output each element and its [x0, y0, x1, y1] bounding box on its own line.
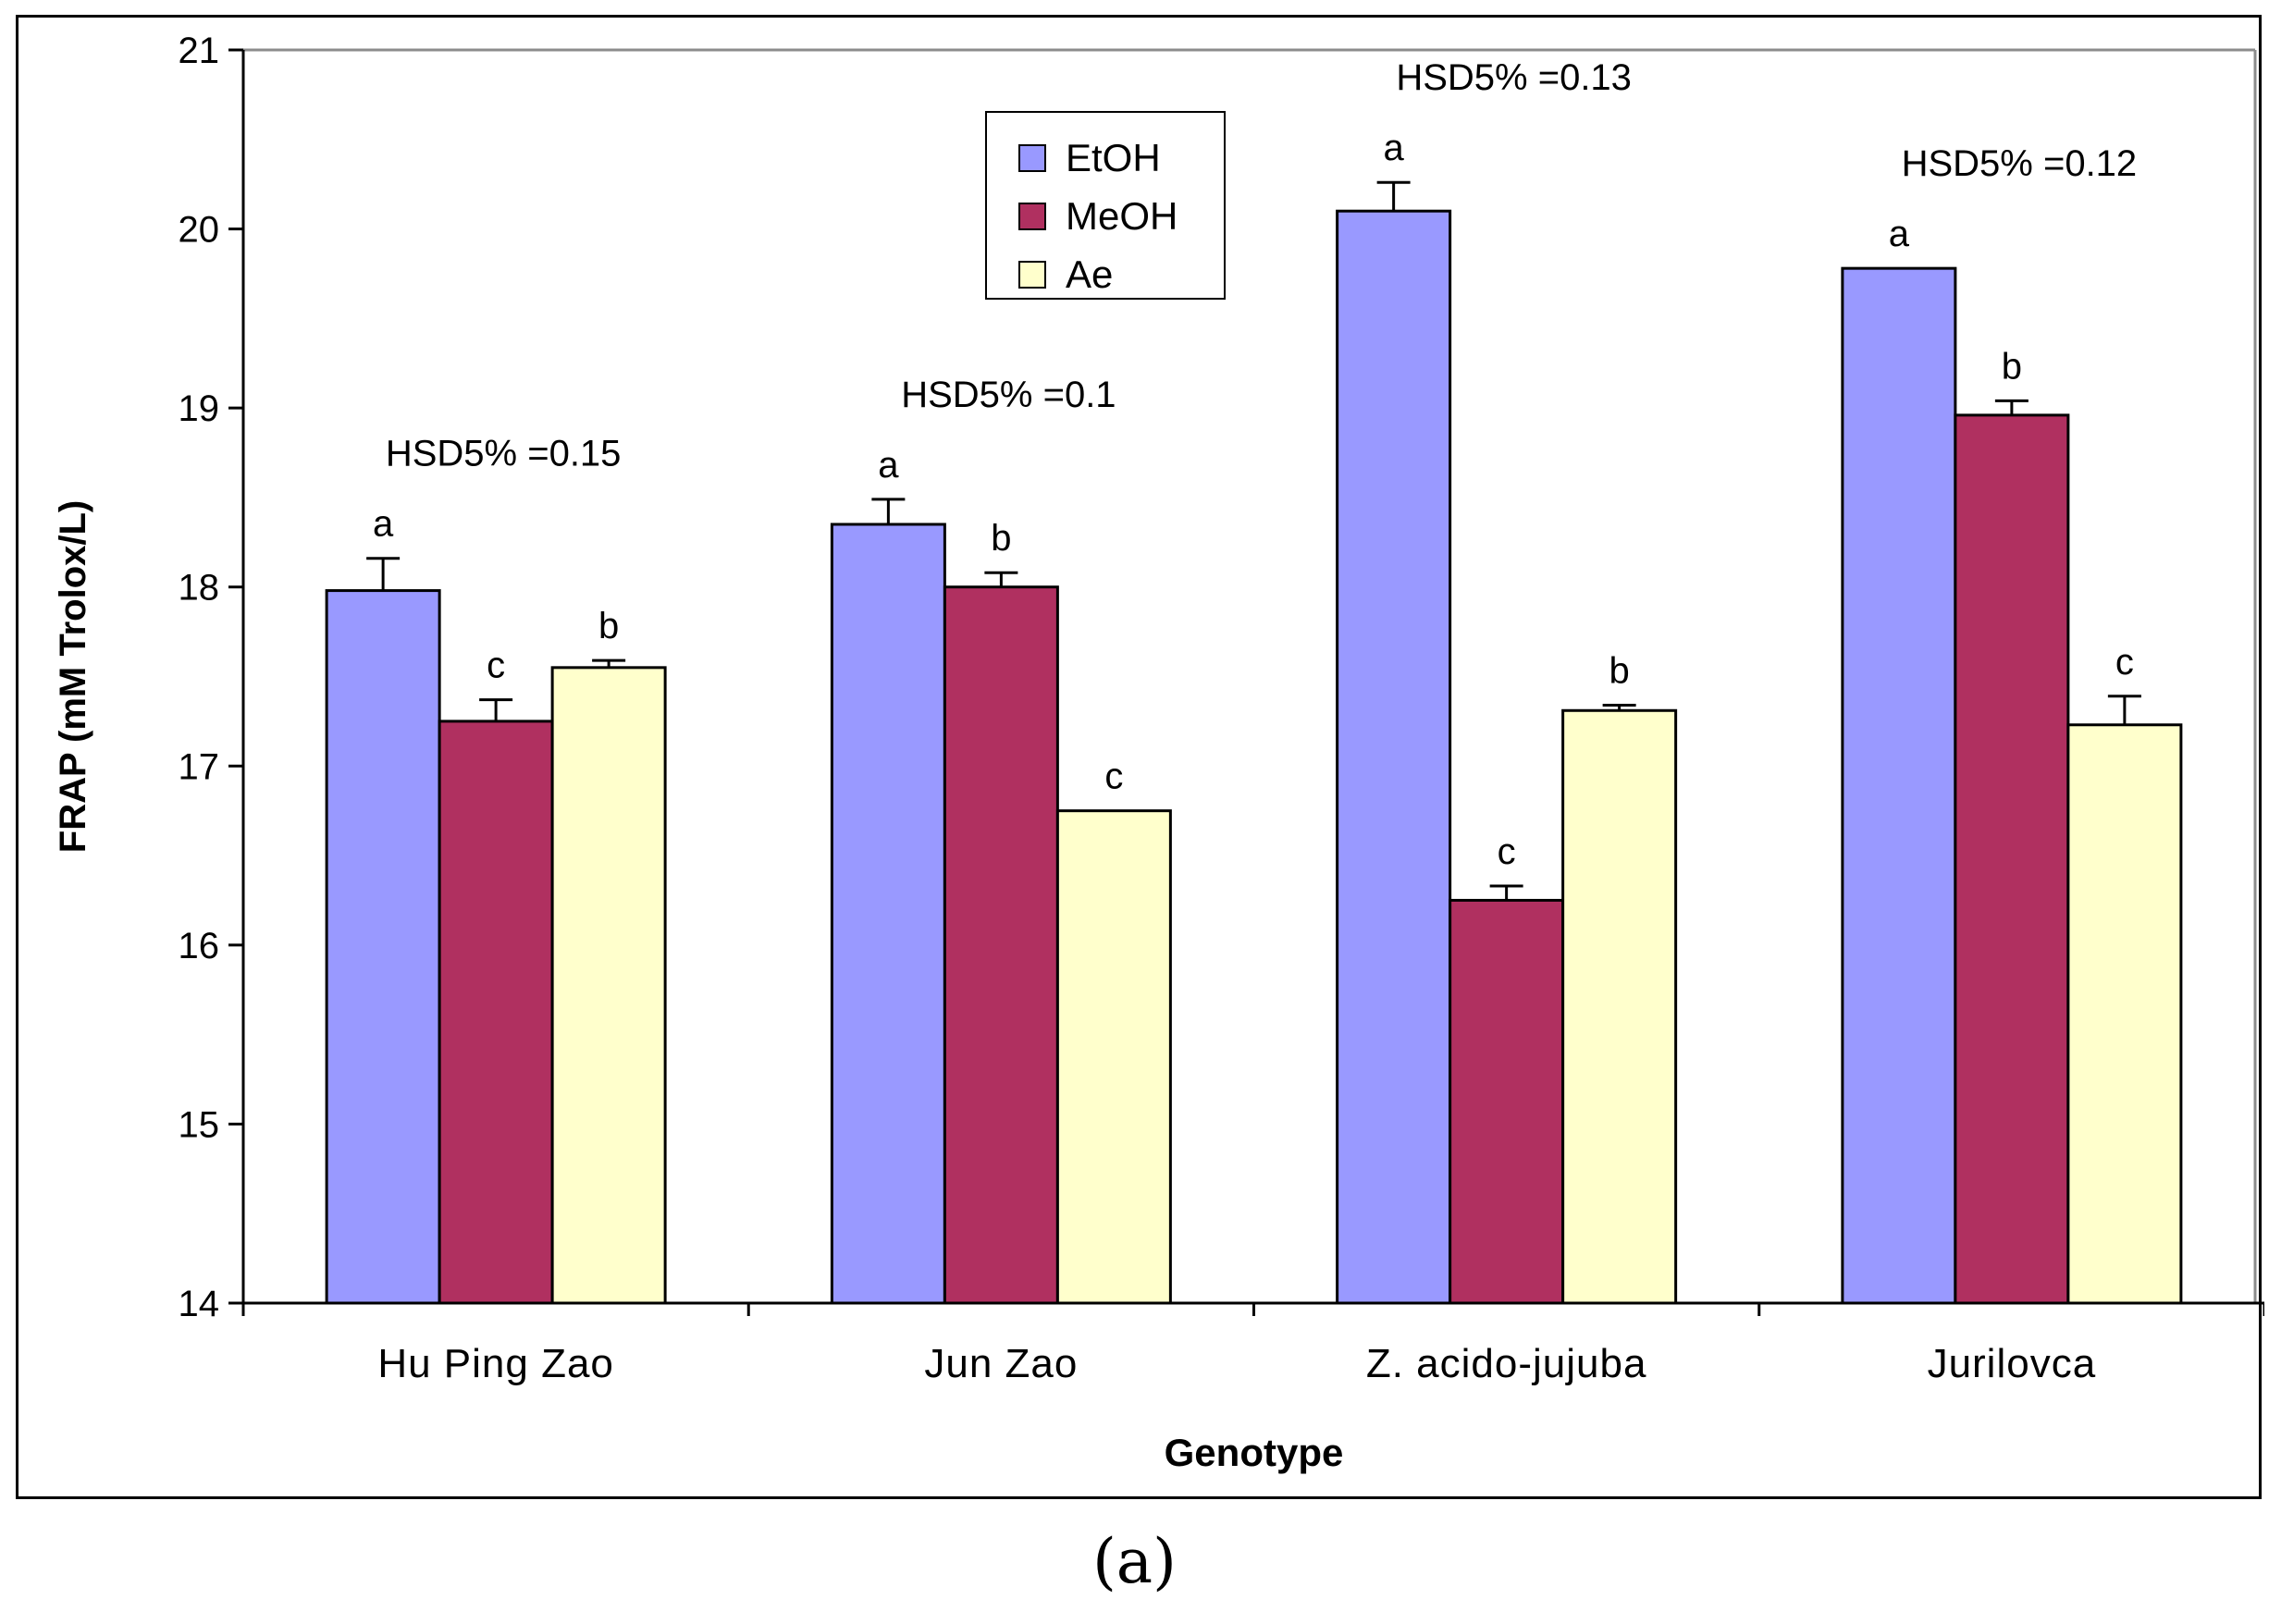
significance-letter: c: [2115, 642, 2134, 683]
y-tick-label: 21: [179, 31, 220, 71]
significance-letter: a: [1889, 214, 1910, 254]
significance-letter: b: [1609, 650, 1630, 691]
bar-etoh: [830, 523, 946, 1305]
x-tick-label: Jun Zao: [924, 1341, 1078, 1386]
bar-ae: [2066, 723, 2183, 1305]
y-tick-label: 20: [179, 210, 220, 251]
hsd-annotation: HSD5% =0.15: [386, 434, 622, 474]
significance-letter: b: [991, 518, 1011, 559]
bar-ae: [550, 666, 667, 1305]
y-tick-label: 17: [179, 746, 220, 787]
bar-etoh: [1841, 266, 1957, 1305]
bar-meoh: [943, 585, 1059, 1305]
y-tick-label: 18: [179, 568, 220, 609]
significance-letter: b: [598, 606, 619, 646]
bar-etoh: [1336, 209, 1452, 1305]
significance-letter: a: [1384, 128, 1405, 168]
hsd-annotation: HSD5% =0.13: [1396, 57, 1632, 98]
significance-letter: c: [1104, 757, 1123, 797]
hsd-annotation: HSD5% =0.1: [901, 375, 1116, 415]
bar-ae: [1055, 809, 1172, 1305]
legend-label-etoh: EtOH: [1066, 136, 1161, 179]
y-tick-label: 16: [179, 926, 220, 966]
bar-meoh: [1449, 898, 1565, 1305]
bar-etoh: [325, 589, 441, 1305]
legend-label-meoh: MeOH: [1066, 194, 1178, 238]
y-tick-label: 14: [179, 1284, 220, 1324]
y-tick-label: 19: [179, 388, 220, 429]
x-axis-title: Genotype: [1165, 1431, 1344, 1474]
x-tick-label: Jurilovca: [1928, 1341, 2097, 1386]
bar-chart: 14 15 16 17 18 19 20 21 a c b Hu Ping Zao HSD5% =0.1…: [53, 31, 2264, 1474]
significance-letter: b: [2002, 346, 2022, 387]
chart-frame: 14 15 16 17 18 19 20 21 a c b Hu Ping Zao HSD5% =0.1…: [16, 15, 2264, 1499]
bar-meoh: [438, 720, 554, 1305]
bar-ae: [1561, 708, 1678, 1305]
hsd-annotation: HSD5% =0.12: [1902, 143, 2138, 184]
y-tick-label: 15: [179, 1104, 220, 1145]
figure-caption: (a): [1092, 1526, 1177, 1597]
legend-label-ae: Ae: [1066, 252, 1113, 296]
significance-letter: c: [1498, 831, 1516, 872]
significance-letter: a: [373, 504, 394, 545]
x-tick-label: Hu Ping Zao: [377, 1341, 614, 1386]
x-tick-label: Z. acido-jujuba: [1366, 1341, 1647, 1386]
legend-swatch-etoh: [1018, 144, 1046, 172]
significance-letter: c: [487, 646, 505, 686]
significance-letter: a: [878, 445, 899, 486]
bar-meoh: [1954, 413, 2070, 1305]
legend-swatch-meoh: [1018, 203, 1046, 230]
legend-swatch-ae: [1018, 261, 1046, 289]
y-axis-title: FRAP (mM Trolox/L): [53, 500, 93, 853]
